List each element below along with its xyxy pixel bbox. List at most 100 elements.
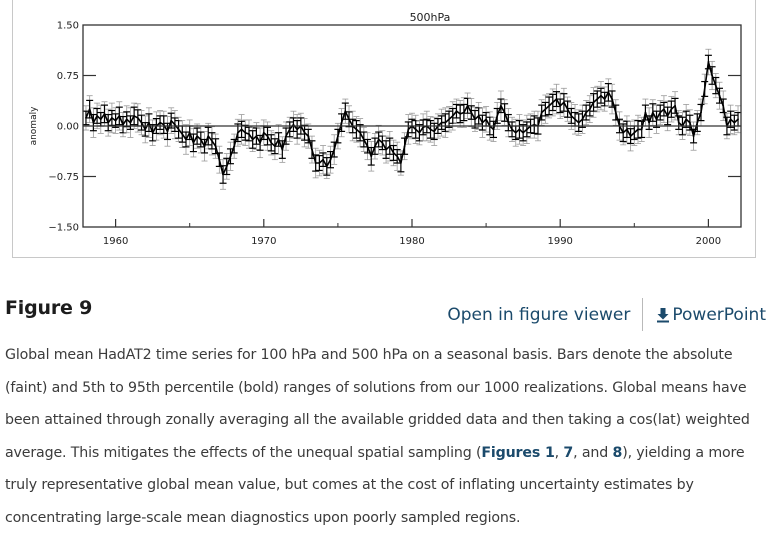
- data-point: [262, 131, 265, 134]
- data-point: [659, 111, 662, 114]
- chart-title: 500hPa: [410, 11, 451, 24]
- data-point: [548, 104, 550, 107]
- data-point: [199, 138, 202, 141]
- caption-text: , and: [573, 444, 613, 461]
- data-point: [511, 128, 513, 131]
- data-point: [500, 104, 502, 107]
- data-point: [362, 138, 365, 141]
- data-point: [607, 91, 610, 94]
- figure-7-link[interactable]: 7: [563, 444, 574, 461]
- data-point: [651, 111, 654, 114]
- data-point: [203, 145, 206, 148]
- data-point: [392, 152, 395, 154]
- powerpoint-label: PowerPoint: [672, 304, 766, 325]
- data-point: [266, 135, 269, 138]
- caption-text: ), yielding a more truly representative …: [5, 444, 745, 526]
- data-point: [396, 155, 399, 158]
- data-point: [337, 135, 339, 138]
- data-point: [103, 112, 106, 115]
- axes: −1.50 −0.75 0.00 0.75 1.50 1960 1970 1980 1990 20…: [48, 21, 742, 247]
- data-point: [470, 111, 473, 114]
- data-point: [551, 101, 554, 104]
- data-point: [136, 117, 139, 119]
- data-point: [240, 128, 243, 131]
- data-point: [574, 118, 576, 121]
- data-point: [459, 112, 462, 115]
- data-point: [207, 135, 210, 138]
- y-tick-label: −1.50: [48, 223, 79, 234]
- data-point: [366, 145, 369, 148]
- data-point: [144, 128, 147, 131]
- data-point: [159, 121, 161, 124]
- data-point: [133, 115, 136, 117]
- data-point: [496, 115, 499, 117]
- download-icon: [657, 307, 670, 322]
- data-point: [637, 128, 639, 131]
- data-point: [707, 61, 710, 63]
- data-point: [485, 118, 487, 121]
- data-point: [303, 131, 306, 134]
- data-point: [737, 118, 739, 121]
- x-tick-label: 2000: [696, 236, 721, 247]
- data-point: [307, 135, 310, 138]
- figure-8-link[interactable]: 8: [612, 444, 623, 461]
- data-point: [563, 101, 565, 104]
- data-point: [125, 118, 128, 121]
- data-point: [173, 123, 176, 126]
- data-point: [181, 133, 184, 135]
- y-tick-label: −0.75: [48, 172, 79, 183]
- data-point: [99, 118, 102, 121]
- y-axis-label: anomaly: [29, 106, 39, 146]
- data-point: [233, 145, 236, 148]
- data-point: [88, 108, 91, 111]
- data-point: [703, 88, 706, 90]
- data-point: [148, 121, 150, 124]
- data-point: [218, 158, 221, 161]
- data-point: [388, 145, 391, 148]
- data-point: [629, 135, 632, 138]
- data-point: [385, 148, 387, 151]
- y-tick-label: 1.50: [57, 21, 79, 32]
- data-point: [522, 131, 525, 134]
- chart: −1.50 −0.75 0.00 0.75 1.50 1960 1970 1980 1990 20…: [29, 11, 742, 247]
- data-point: [222, 173, 224, 176]
- data-point: [663, 108, 665, 111]
- data-point: [433, 130, 436, 133]
- data-point: [92, 121, 95, 124]
- data-point: [429, 128, 432, 131]
- data-point: [325, 165, 328, 168]
- data-point: [170, 119, 173, 122]
- x-tick-label: 1960: [103, 236, 128, 247]
- data-point: [340, 121, 343, 124]
- data-point: [370, 155, 373, 158]
- data-point: [648, 121, 651, 124]
- data-point: [711, 74, 714, 77]
- data-point: [444, 121, 447, 124]
- data-point: [644, 111, 647, 114]
- data-point: [214, 145, 217, 148]
- data-point: [670, 108, 673, 111]
- powerpoint-download-link[interactable]: PowerPoint: [655, 305, 766, 325]
- data-point: [244, 131, 247, 134]
- data-point: [192, 141, 195, 144]
- data-point: [333, 148, 336, 151]
- open-figure-viewer-link[interactable]: Open in figure viewer: [447, 304, 631, 325]
- data-point: [381, 141, 384, 144]
- data-point: [718, 94, 721, 97]
- data-point: [107, 121, 110, 124]
- data-point: [296, 128, 299, 131]
- data-point: [525, 128, 528, 131]
- data-point: [577, 121, 580, 124]
- data-point: [248, 133, 250, 135]
- data-point: [344, 110, 347, 113]
- data-point: [440, 121, 443, 124]
- figure-1-link[interactable]: Figures 1: [481, 444, 555, 461]
- data-point: [729, 118, 732, 121]
- data-point: [329, 158, 332, 161]
- data-point: [225, 165, 228, 168]
- data-point: [688, 121, 691, 124]
- data-point: [633, 131, 636, 134]
- data-point: [544, 108, 547, 111]
- data-point: [162, 123, 165, 126]
- y-tick-label: 0.00: [57, 122, 79, 133]
